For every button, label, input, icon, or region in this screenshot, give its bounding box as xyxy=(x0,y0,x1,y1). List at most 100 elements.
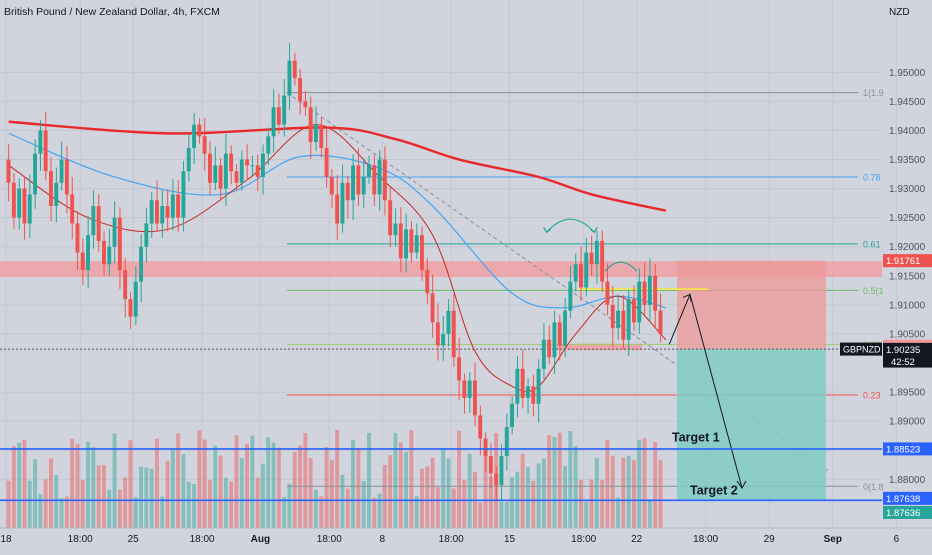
candle-body-26 xyxy=(144,223,149,247)
candle-body-89 xyxy=(478,415,483,439)
candle-body-104 xyxy=(557,322,562,346)
candle-body-97 xyxy=(520,368,525,398)
candle-body-109 xyxy=(584,252,589,288)
candle-body-49 xyxy=(266,136,271,154)
fib-label-3: 0.5(1 xyxy=(863,286,884,296)
candle-body-29 xyxy=(160,206,165,224)
price-tick-13: 1.88000 xyxy=(889,475,926,486)
price-tick-7: 1.91500 xyxy=(889,271,926,282)
volume-bar-67 xyxy=(361,481,366,528)
short-position-tool[interactable] xyxy=(0,260,882,501)
horizontal-levels[interactable] xyxy=(0,448,882,502)
candle-body-19 xyxy=(107,246,112,265)
volume-bar-4 xyxy=(27,480,32,528)
candle-body-0 xyxy=(6,159,11,183)
volume-bar-65 xyxy=(351,440,355,528)
price-tick-9: 1.90500 xyxy=(889,329,926,340)
volume-bar-111 xyxy=(594,457,599,528)
volume-bar-50 xyxy=(271,442,276,528)
candle-body-40 xyxy=(218,165,223,189)
candle-body-12 xyxy=(70,194,75,224)
candle-body-22 xyxy=(123,270,128,300)
candle-body-39 xyxy=(213,165,218,183)
candle-body-108 xyxy=(579,264,583,288)
time-tick-12: 29 xyxy=(764,534,776,545)
volume-bar-98 xyxy=(526,467,530,528)
symbol-badge: GBPNZD xyxy=(843,345,881,355)
arrow-head-up xyxy=(682,293,692,302)
annotations[interactable]: Target 1 Target 2 xyxy=(543,218,747,497)
candle-body-113 xyxy=(605,281,610,305)
entry-zone xyxy=(557,343,642,351)
volume-bar-78 xyxy=(420,468,424,528)
volume-bars xyxy=(6,429,663,528)
volume-bar-63 xyxy=(340,474,345,528)
volume-bar-1 xyxy=(11,446,16,528)
volume-bar-24 xyxy=(133,497,138,528)
candle-body-74 xyxy=(398,223,403,259)
volume-bar-91 xyxy=(488,476,493,528)
candle-body-6 xyxy=(38,130,43,154)
candle-body-59 xyxy=(319,124,324,148)
candle-body-103 xyxy=(552,322,557,358)
volume-bar-28 xyxy=(155,438,159,528)
candle-body-117 xyxy=(626,299,631,340)
volume-bar-74 xyxy=(398,442,403,528)
take-profit-area xyxy=(677,349,826,501)
volume-bar-114 xyxy=(610,455,615,528)
volume-bar-107 xyxy=(573,446,578,528)
volume-bar-18 xyxy=(102,464,106,528)
candle-body-50 xyxy=(271,107,276,137)
candle-body-21 xyxy=(117,217,122,270)
volume-bar-19 xyxy=(107,489,112,528)
candle-body-2 xyxy=(17,188,22,218)
candle-body-25 xyxy=(139,246,143,282)
candle-body-47 xyxy=(255,165,260,177)
candle-body-114 xyxy=(610,304,615,329)
candle-body-79 xyxy=(425,270,430,294)
volume-bar-48 xyxy=(261,463,265,528)
price-tag-0: 1.91761 xyxy=(886,256,920,267)
candle-body-73 xyxy=(393,223,398,236)
volume-bar-122 xyxy=(653,442,658,528)
candle-body-98 xyxy=(526,386,530,398)
supply-zone xyxy=(0,261,882,277)
volume-bar-84 xyxy=(451,488,456,528)
volume-bar-75 xyxy=(404,451,408,528)
price-tag-3: 1.88523 xyxy=(886,444,920,455)
volume-bar-85 xyxy=(457,430,461,528)
candle-body-20 xyxy=(112,217,117,247)
candle-body-83 xyxy=(446,310,451,334)
volume-bar-37 xyxy=(202,439,207,528)
time-tick-4: Aug xyxy=(251,534,270,545)
candle-body-87 xyxy=(467,380,472,398)
supply-zone-layer xyxy=(0,261,882,351)
time-axis[interactable]: 18 18:00 25 18:00 Aug 18:00 8 18:00 15 18:00 22 18:… xyxy=(0,527,932,550)
time-tick-8: 15 xyxy=(504,534,516,545)
time-axis-bg xyxy=(0,528,932,550)
time-tick-13: Sep xyxy=(824,534,842,545)
candle-body-94 xyxy=(504,426,509,457)
volume-bar-25 xyxy=(139,466,143,528)
volume-bar-34 xyxy=(186,481,191,528)
candle-body-70 xyxy=(377,159,382,195)
volume-bar-57 xyxy=(308,458,313,528)
volume-bar-3 xyxy=(22,439,27,528)
volume-bar-99 xyxy=(531,480,536,528)
volume-bar-76 xyxy=(409,430,414,528)
candle-body-71 xyxy=(382,159,387,201)
price-tick-2: 1.94000 xyxy=(889,126,926,137)
time-tick-9: 18:00 xyxy=(571,534,596,545)
volume-bar-60 xyxy=(324,446,329,528)
candle-body-112 xyxy=(600,240,605,282)
time-tick-7: 18:00 xyxy=(439,534,464,545)
candle-body-36 xyxy=(197,124,202,137)
price-axis[interactable]: 1.95000 1.94500 1.94000 1.93500 1.93000 1.925… xyxy=(840,68,932,519)
volume-bar-123 xyxy=(658,459,663,528)
price-tick-11: 1.89000 xyxy=(889,417,926,428)
volume-bar-119 xyxy=(637,439,642,528)
candle-body-88 xyxy=(473,380,477,416)
volume-bar-8 xyxy=(49,458,53,528)
candle-body-92 xyxy=(494,473,499,486)
